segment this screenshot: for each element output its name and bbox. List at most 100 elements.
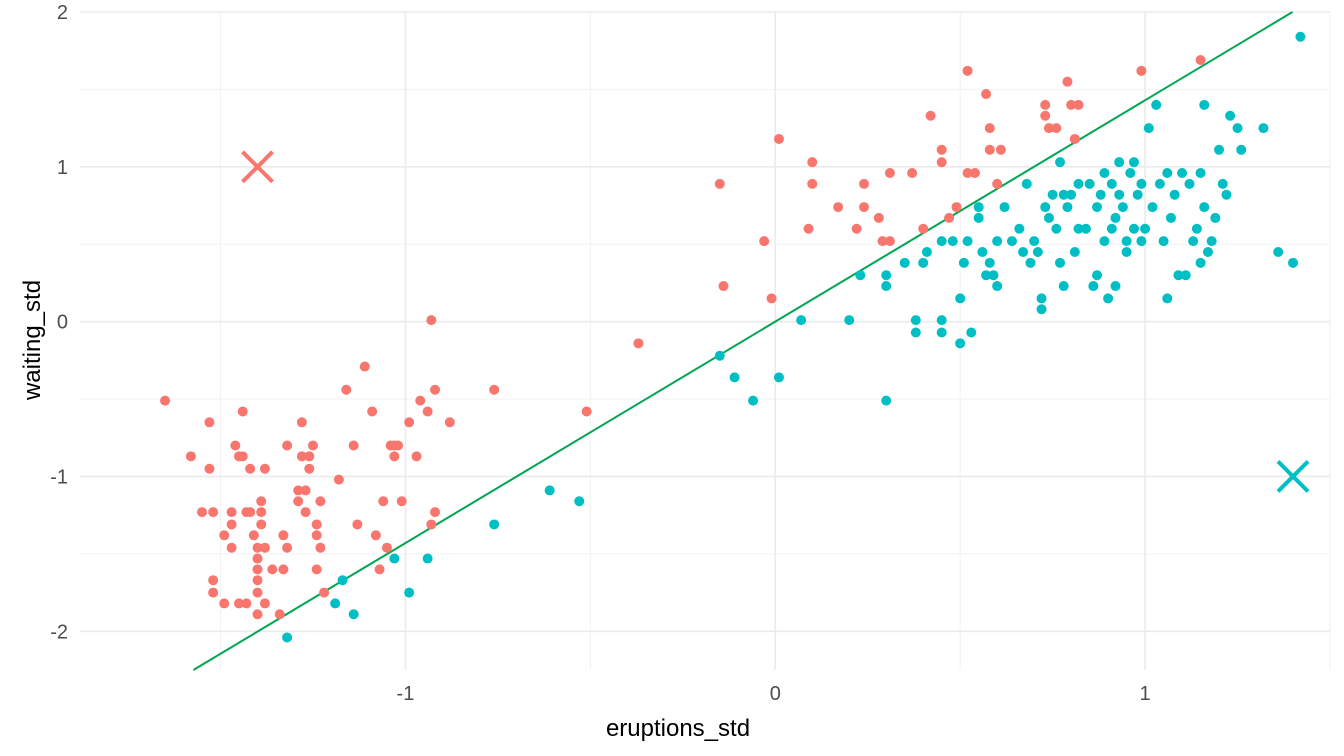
- y-axis-title: waiting_std: [19, 280, 46, 401]
- data-point: [977, 246, 988, 257]
- data-point: [581, 406, 592, 417]
- data-point: [259, 542, 270, 553]
- data-point: [337, 575, 348, 586]
- data-point: [422, 553, 433, 564]
- data-point: [348, 609, 359, 620]
- data-point: [1084, 178, 1095, 189]
- data-point: [333, 474, 344, 485]
- data-point: [415, 395, 426, 406]
- y-tick-label: 1: [57, 157, 68, 179]
- data-point: [430, 384, 441, 395]
- data-point: [1191, 223, 1202, 234]
- data-point: [984, 144, 995, 155]
- data-point: [1136, 236, 1147, 247]
- data-point: [1018, 246, 1029, 257]
- data-point: [1092, 270, 1103, 281]
- x-tick-label: 1: [1140, 683, 1151, 705]
- x-axis-title: eruptions_std: [606, 715, 750, 742]
- data-point: [947, 236, 958, 247]
- data-point: [1073, 223, 1084, 234]
- data-point: [237, 451, 248, 462]
- data-point: [1165, 212, 1176, 223]
- data-point: [1177, 168, 1188, 179]
- data-point: [274, 609, 285, 620]
- data-point: [307, 440, 318, 451]
- data-point: [267, 564, 278, 575]
- data-point: [1095, 189, 1106, 200]
- data-point: [936, 157, 947, 168]
- data-point: [1106, 178, 1117, 189]
- data-point: [984, 257, 995, 268]
- data-point: [955, 338, 966, 349]
- data-point: [988, 270, 999, 281]
- data-point: [766, 293, 777, 304]
- data-point: [803, 223, 814, 234]
- data-point: [389, 553, 400, 564]
- data-point: [219, 530, 230, 541]
- data-point: [1088, 281, 1099, 292]
- data-point: [884, 168, 895, 179]
- data-point: [1029, 236, 1040, 247]
- data-point: [1062, 76, 1073, 87]
- data-point: [489, 519, 500, 530]
- tick-labels-layer: -1 0 1 -2 -1 0 1 2: [50, 2, 1150, 705]
- data-point: [1066, 99, 1077, 110]
- data-point: [973, 212, 984, 223]
- data-point: [1110, 281, 1121, 292]
- data-point: [969, 168, 980, 179]
- data-point: [278, 530, 289, 541]
- data-point: [855, 270, 866, 281]
- data-point: [293, 485, 304, 496]
- data-point: [714, 350, 725, 361]
- y-tick-label: 0: [57, 312, 68, 334]
- data-point: [185, 451, 196, 462]
- data-point: [304, 451, 315, 462]
- data-point: [1140, 223, 1151, 234]
- data-point: [1014, 223, 1025, 234]
- data-point: [282, 440, 293, 451]
- data-point: [1040, 110, 1051, 121]
- data-point: [259, 463, 270, 474]
- data-point: [718, 281, 729, 292]
- y-tick-label: -2: [50, 621, 68, 643]
- data-point: [300, 507, 311, 518]
- data-point: [1154, 178, 1165, 189]
- data-point: [160, 395, 171, 406]
- data-point: [256, 496, 267, 507]
- data-point: [245, 507, 256, 518]
- data-point: [1055, 157, 1066, 168]
- data-point: [1080, 223, 1091, 234]
- data-point: [1040, 202, 1051, 213]
- data-point: [881, 270, 892, 281]
- data-point: [884, 236, 895, 247]
- data-point: [1158, 236, 1169, 247]
- data-point: [404, 587, 415, 598]
- data-point: [981, 89, 992, 100]
- grid-layer: [80, 11, 1331, 670]
- data-point: [256, 519, 267, 530]
- data-point: [1069, 246, 1080, 257]
- data-point: [204, 463, 215, 474]
- data-point: [311, 564, 322, 575]
- data-point: [1173, 270, 1184, 281]
- data-point: [981, 270, 992, 281]
- data-point: [873, 212, 884, 223]
- data-point: [936, 327, 947, 338]
- data-point: [282, 542, 293, 553]
- data-point: [296, 451, 307, 462]
- data-point: [962, 65, 973, 76]
- data-point: [330, 598, 341, 609]
- data-point: [1232, 123, 1243, 134]
- data-point: [984, 123, 995, 134]
- data-point: [489, 384, 500, 395]
- data-point: [374, 564, 385, 575]
- data-point: [1110, 212, 1121, 223]
- data-point: [1047, 189, 1058, 200]
- data-point: [925, 110, 936, 121]
- data-point: [1180, 270, 1191, 281]
- data-point: [1169, 189, 1180, 200]
- data-point: [1162, 168, 1173, 179]
- data-point: [1121, 246, 1132, 257]
- y-tick-label: -1: [50, 466, 68, 488]
